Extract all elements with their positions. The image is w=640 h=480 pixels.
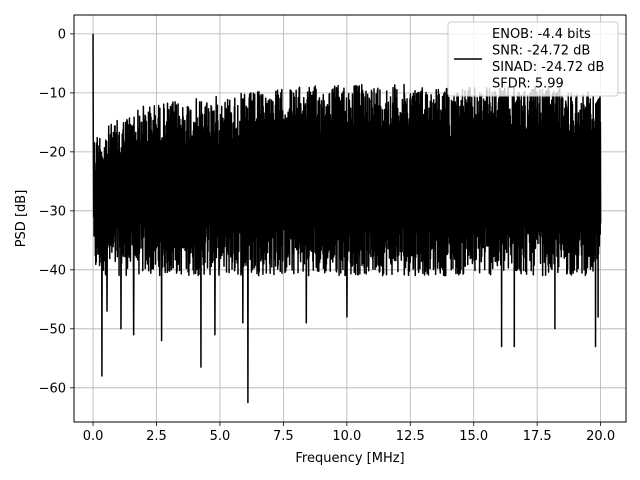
x-tick-label: 20.0 [586, 429, 615, 444]
x-axis-label: Frequency [MHz] [295, 451, 404, 466]
legend-entry-sfdr: SFDR: 5.99 [492, 77, 564, 92]
psd-trace [92, 33, 602, 404]
y-tick-label: −40 [39, 263, 66, 278]
y-tick-label: −30 [39, 204, 66, 219]
plot-frame [73, 14, 627, 423]
legend-entry-snr: SNR: -24.72 dB [492, 44, 590, 59]
y-tick-label: −50 [39, 322, 66, 337]
x-tick-label: 10.0 [332, 429, 361, 444]
x-tick-label: 0.0 [83, 429, 104, 444]
y-tick-label: 0 [58, 27, 66, 42]
y-axis: 0 −10 −20 −30 −40 −50 −60 [39, 27, 74, 396]
y-tick-label: −20 [39, 145, 66, 160]
x-tick-label: 7.5 [273, 429, 294, 444]
legend-box [447, 21, 619, 97]
x-tick-label: 17.5 [523, 429, 552, 444]
x-axis: 0.0 2.5 5.0 7.5 10.0 12.5 15.0 17.5 20.0 [83, 422, 615, 444]
y-tick-label: −10 [39, 86, 66, 101]
legend-entry-sinad: SINAD: -24.72 dB [492, 60, 604, 75]
x-tick-label: 12.5 [396, 429, 425, 444]
x-tick-label: 2.5 [146, 429, 167, 444]
y-tick-label: −60 [39, 381, 66, 396]
legend: ENOB: -4.4 bits SNR: -24.72 dB SINAD: -2… [447, 21, 619, 97]
trace-layer [92, 33, 602, 404]
y-axis-label: PSD [dB] [14, 190, 29, 248]
x-tick-label: 5.0 [210, 429, 231, 444]
x-tick-label: 15.0 [459, 429, 488, 444]
legend-entry-enob: ENOB: -4.4 bits [492, 27, 591, 42]
